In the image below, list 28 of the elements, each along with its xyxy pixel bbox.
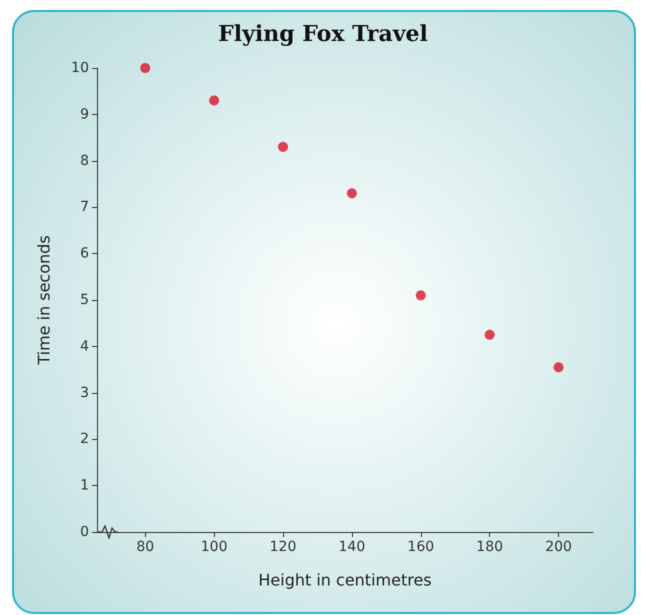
y-tick-label: 10 xyxy=(71,60,89,76)
y-tick-label: 4 xyxy=(80,338,90,354)
point xyxy=(346,188,357,198)
point xyxy=(140,63,150,73)
y-tick-label: 1 xyxy=(80,478,89,494)
x-axis-title: Height in centimetres xyxy=(258,570,432,590)
y-tick-label: 5 xyxy=(80,292,89,308)
y-tick-label: 0 xyxy=(80,524,89,540)
x-tick-label: 120 xyxy=(270,539,296,555)
point xyxy=(209,95,220,106)
point xyxy=(278,142,288,152)
y-tick-label: 8 xyxy=(80,152,89,169)
x-tick-label: 140 xyxy=(338,539,366,555)
x-tick-label: 160 xyxy=(407,539,434,555)
y-tick-label: 9 xyxy=(80,106,89,122)
x-tick-label: 180 xyxy=(476,539,504,555)
y-axis-title: Time in seconds xyxy=(34,235,54,366)
point xyxy=(554,362,564,372)
x-tick-label: 100 xyxy=(200,539,228,555)
y-tick-label: 7 xyxy=(80,199,89,216)
y-tick-label: 2 xyxy=(80,431,89,448)
x-tick-label: 80 xyxy=(136,539,154,555)
chart-title: Flying Fox Travel xyxy=(218,21,428,47)
y-tick-label: 3 xyxy=(80,384,89,401)
point xyxy=(484,330,495,340)
point xyxy=(416,290,426,300)
x-tick-label: 200 xyxy=(545,539,572,555)
y-tick-label: 6 xyxy=(80,246,90,262)
